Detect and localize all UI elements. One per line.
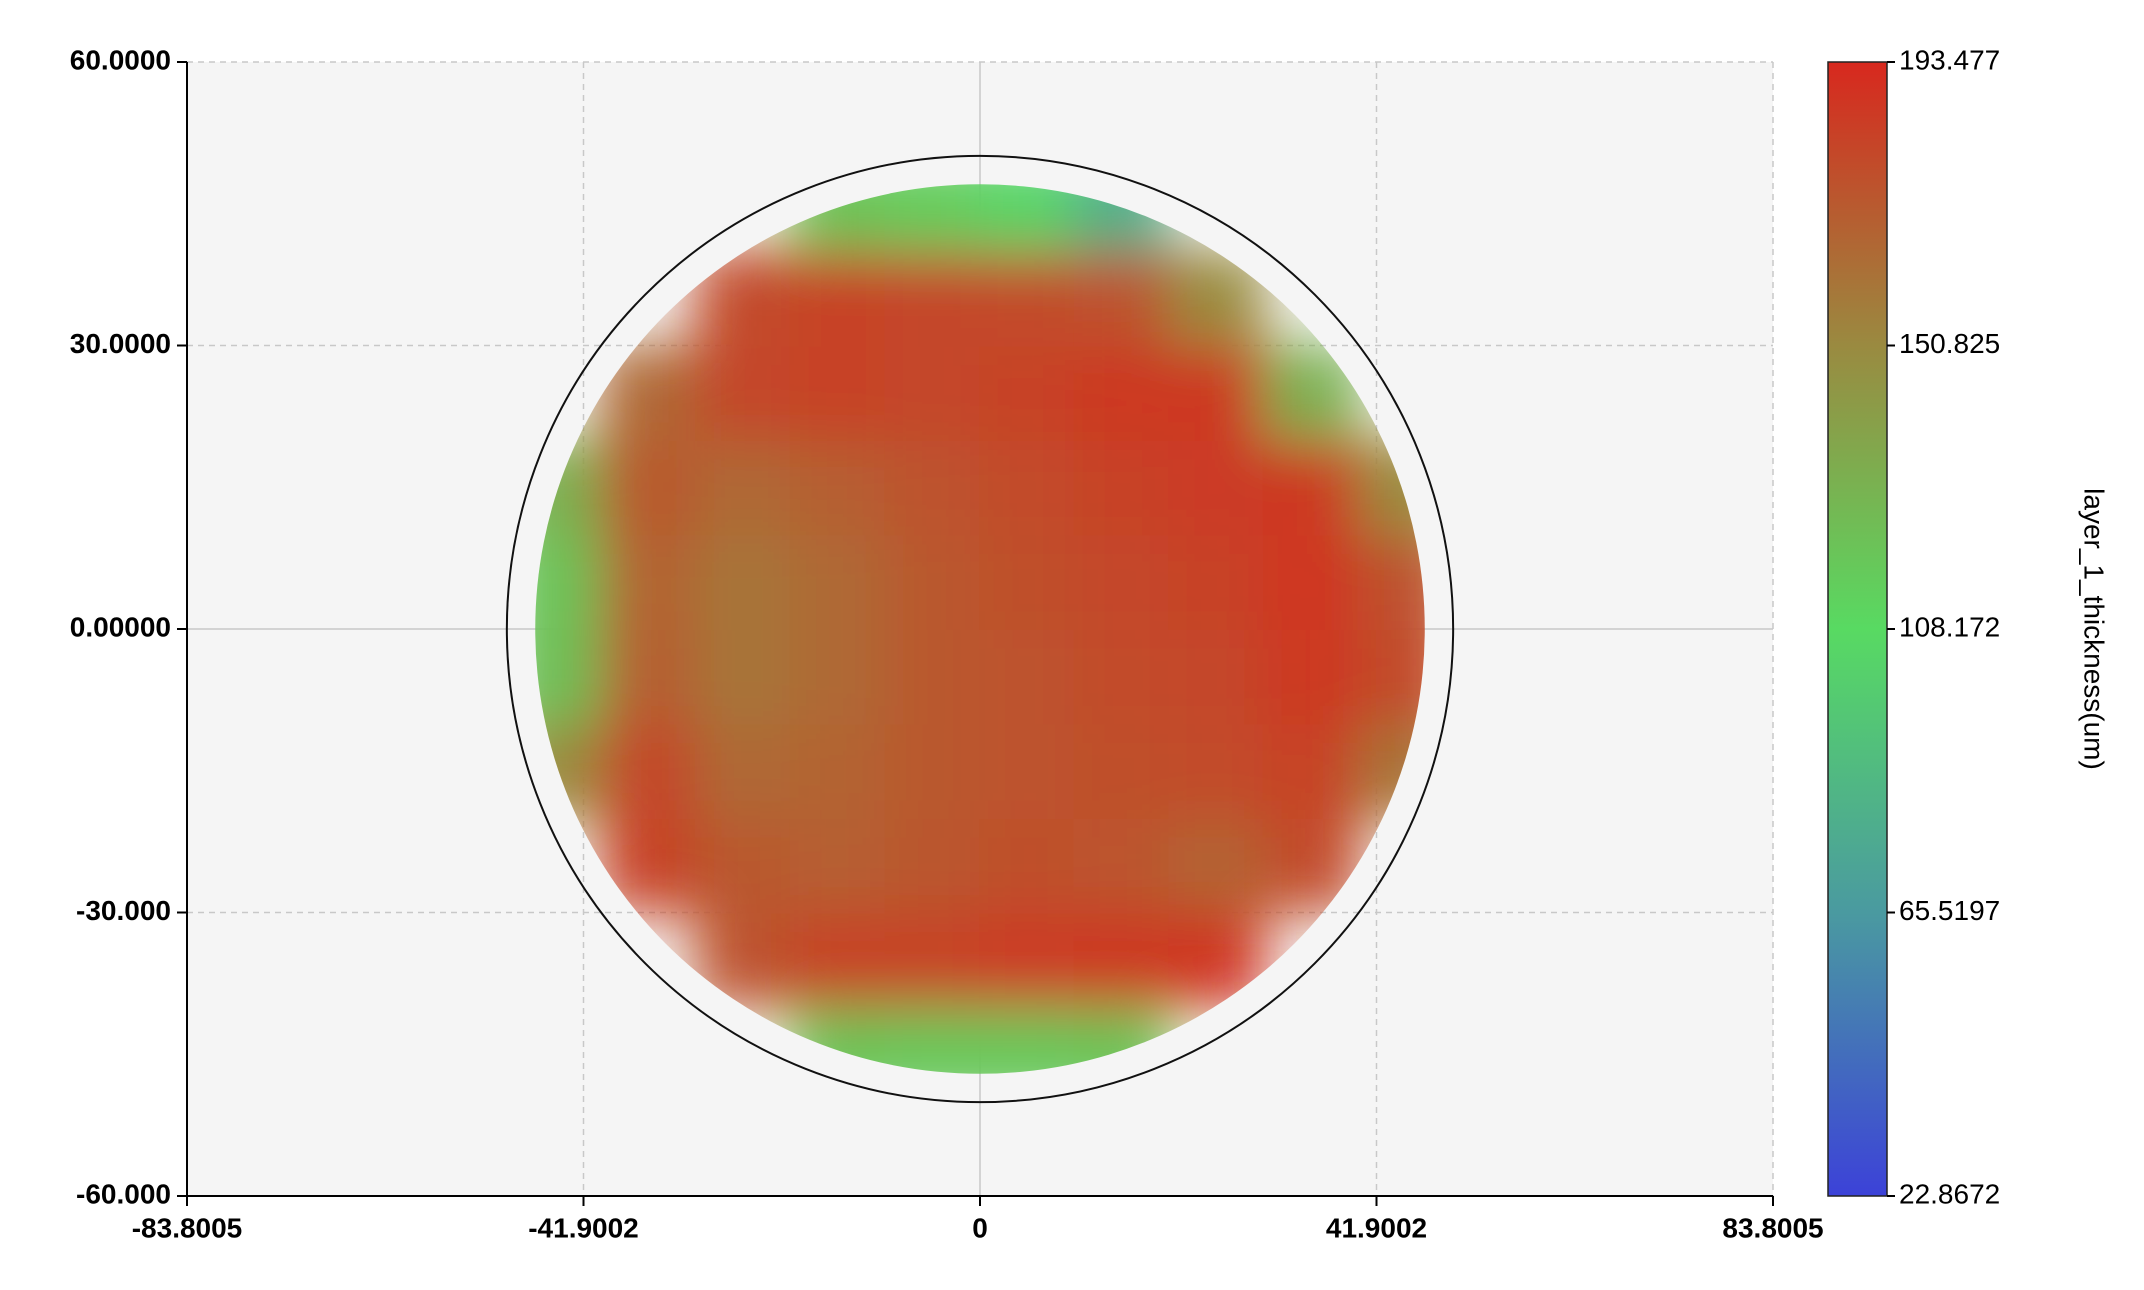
heat-cell xyxy=(1073,911,1171,1008)
colorbar-label: layer_1_thickness(um) xyxy=(2079,488,2110,770)
heat-cell xyxy=(979,911,1076,1008)
heat-cell xyxy=(695,533,792,630)
y-tick-label: 30.0000 xyxy=(70,328,171,359)
heat-cell xyxy=(979,628,1076,725)
colorbar-tick-label: 150.825 xyxy=(1899,328,2000,359)
heat-cell xyxy=(1168,817,1265,914)
heat-cell xyxy=(884,1006,981,1074)
heat-cell xyxy=(600,628,698,725)
heat-cell xyxy=(1262,439,1360,536)
y-tick-label: -60.000 xyxy=(76,1178,171,1209)
heat-cell xyxy=(884,533,981,630)
heat-cell xyxy=(979,184,1076,252)
heat-cell xyxy=(1262,628,1360,725)
heat-cell xyxy=(884,722,981,819)
colorbar-tick-label: 108.172 xyxy=(1899,611,2000,642)
heat-cell xyxy=(789,250,887,347)
heat-cell xyxy=(884,628,981,725)
heat-cell xyxy=(979,722,1076,819)
heat-cell xyxy=(789,439,887,536)
heat-cell xyxy=(979,439,1076,536)
colorbar xyxy=(1827,61,1888,1197)
heat-cell xyxy=(1073,250,1171,347)
heat-cell xyxy=(1073,439,1171,536)
heat-cell xyxy=(1168,628,1265,725)
heat-cell xyxy=(1073,344,1171,441)
heat-cell xyxy=(695,722,792,819)
x-tick-label: 83.8005 xyxy=(1722,1212,1823,1243)
y-tick-label: 0.00000 xyxy=(70,611,171,642)
heat-cell xyxy=(1357,628,1425,725)
heat-cell xyxy=(884,911,981,1008)
heat-cell xyxy=(695,439,792,536)
heat-cell xyxy=(884,439,981,536)
heat-cell xyxy=(1073,817,1171,914)
heat-cell xyxy=(1168,344,1265,441)
heat-cell xyxy=(789,344,887,441)
colorbar-tick-label: 193.477 xyxy=(1899,44,2000,75)
wafer-outline xyxy=(505,154,1455,1104)
colorbar-tick-label: 22.8672 xyxy=(1899,1178,2000,1209)
heat-cell xyxy=(789,628,887,725)
heat-cell xyxy=(1262,533,1360,630)
heat-cell xyxy=(1262,722,1360,819)
heat-cell xyxy=(695,344,792,441)
heat-cell xyxy=(789,722,887,819)
heat-cell xyxy=(789,533,887,630)
heat-cell xyxy=(600,722,698,819)
heat-cell xyxy=(600,533,698,630)
x-tick-label: 41.9002 xyxy=(1326,1212,1427,1243)
heat-cell xyxy=(884,184,981,252)
heat-cell xyxy=(789,911,887,1008)
x-tick-label: 0 xyxy=(972,1212,988,1243)
heat-cell xyxy=(884,250,981,347)
heat-cell xyxy=(1168,722,1265,819)
y-tick-label: 60.0000 xyxy=(70,44,171,75)
heat-cell xyxy=(1073,722,1171,819)
heat-cell xyxy=(1073,628,1171,725)
heat-cell xyxy=(884,344,981,441)
heat-cell xyxy=(979,344,1076,441)
heat-cell xyxy=(979,250,1076,347)
heat-cell xyxy=(979,1006,1076,1074)
heat-cell xyxy=(789,817,887,914)
heat-cell xyxy=(600,439,698,536)
heat-cell xyxy=(979,817,1076,914)
heat-cell xyxy=(979,533,1076,630)
colorbar-tick-label: 65.5197 xyxy=(1899,895,2000,926)
heat-cell xyxy=(695,628,792,725)
y-tick-label: -30.000 xyxy=(76,895,171,926)
heat-cell xyxy=(535,628,603,725)
heat-cell xyxy=(1073,533,1171,630)
heat-cell xyxy=(884,817,981,914)
x-tick-label: -41.9002 xyxy=(528,1212,639,1243)
heat-cell xyxy=(1357,533,1425,630)
x-tick-label: -83.8005 xyxy=(132,1212,243,1243)
heat-cell xyxy=(1168,439,1265,536)
heat-cell xyxy=(695,817,792,914)
heat-cell xyxy=(535,533,603,630)
heat-cell xyxy=(1168,533,1265,630)
